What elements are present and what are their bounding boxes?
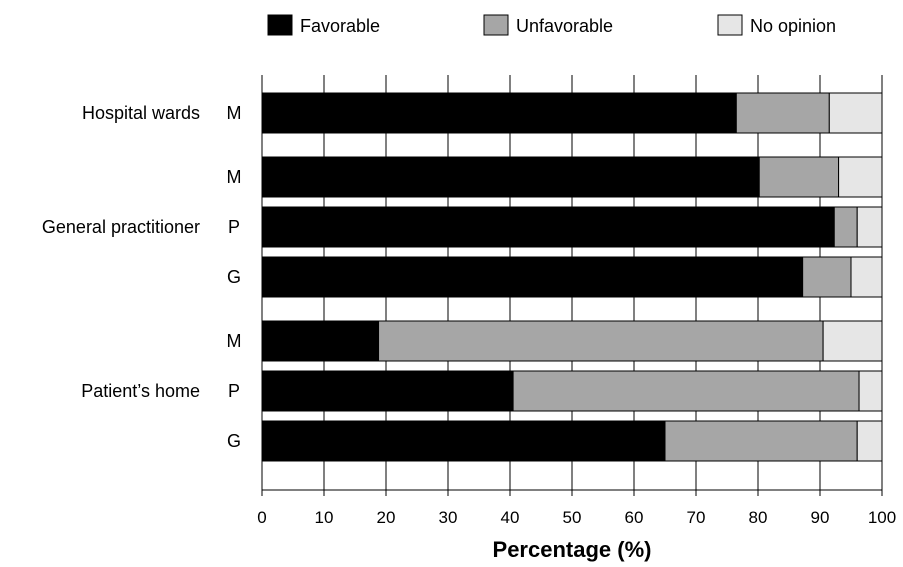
category-labels: Hospital wards M General practitioner M P G Pa… xyxy=(42,103,242,451)
legend: Favorable Unfavorable No opinion xyxy=(267,14,836,36)
x-tick-label: 100 xyxy=(868,508,896,527)
x-tick-label: 70 xyxy=(687,508,706,527)
bar-2-g-unfavorable xyxy=(802,256,852,298)
x-axis: 0 10 20 30 40 50 60 70 80 90 100 xyxy=(257,489,896,527)
legend-swatch-unfavorable xyxy=(483,14,509,36)
legend-swatch-no-opinion xyxy=(717,14,743,36)
bar-3-p-no-opinion xyxy=(858,370,883,412)
bars xyxy=(261,92,883,462)
legend-label-no-opinion: No opinion xyxy=(750,16,836,36)
x-tick-label: 60 xyxy=(625,508,644,527)
legend-swatch-favorable xyxy=(267,14,293,36)
x-tick-label: 20 xyxy=(377,508,396,527)
bar-2-m-favorable xyxy=(261,156,760,198)
x-tick-label: 50 xyxy=(563,508,582,527)
x-tick-label: 10 xyxy=(315,508,334,527)
bar-3-m-no-opinion xyxy=(822,320,883,362)
legend-label-favorable: Favorable xyxy=(300,16,380,36)
legend-label-unfavorable: Unfavorable xyxy=(516,16,613,36)
x-axis-title: Percentage (%) xyxy=(493,537,652,562)
bar-3-m-unfavorable xyxy=(378,320,824,362)
x-tick-label: 40 xyxy=(501,508,520,527)
row-label: G xyxy=(227,267,241,287)
bar-3-g-no-opinion xyxy=(856,420,883,462)
bar-2-g-no-opinion xyxy=(850,256,883,298)
x-tick-label: 90 xyxy=(811,508,830,527)
x-tick-label: 80 xyxy=(749,508,768,527)
bar-2-m-unfavorable xyxy=(758,156,840,198)
group-label: Patient’s home xyxy=(81,381,200,401)
bar-1-m-favorable xyxy=(261,92,737,134)
bar-1-m-unfavorable xyxy=(735,92,830,134)
row-label: M xyxy=(227,103,242,123)
bar-2-p-no-opinion xyxy=(856,206,883,248)
row-label: P xyxy=(228,381,240,401)
bar-1-m-no-opinion xyxy=(828,92,883,134)
row-label: M xyxy=(227,167,242,187)
row-label: G xyxy=(227,431,241,451)
x-tick-label: 30 xyxy=(439,508,458,527)
row-label: P xyxy=(228,217,240,237)
bar-3-g-favorable xyxy=(261,420,666,462)
row-label: M xyxy=(227,331,242,351)
bar-3-p-unfavorable xyxy=(512,370,860,412)
bar-2-p-unfavorable xyxy=(833,206,858,248)
bar-2-m-no-opinion xyxy=(838,156,883,198)
group-label: Hospital wards xyxy=(82,103,200,123)
x-tick-label: 0 xyxy=(257,508,266,527)
bar-2-p-favorable xyxy=(261,206,835,248)
bar-3-m-favorable xyxy=(261,320,380,362)
bar-3-g-unfavorable xyxy=(664,420,858,462)
bar-3-p-favorable xyxy=(261,370,514,412)
bar-2-g-favorable xyxy=(261,256,804,298)
group-label: General practitioner xyxy=(42,217,200,237)
